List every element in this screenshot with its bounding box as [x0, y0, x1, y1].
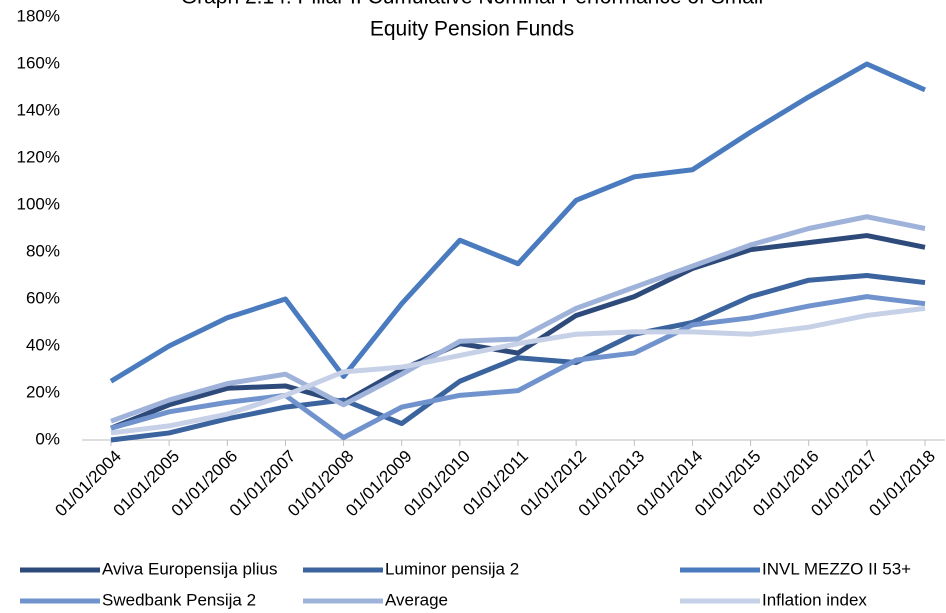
y-tick-label: 100%: [17, 194, 60, 213]
y-tick-label: 140%: [17, 100, 60, 119]
y-tick-label: 0%: [35, 429, 60, 448]
y-tick-label: 120%: [17, 147, 60, 166]
series-line: [110, 294, 926, 441]
y-tick-label: 20%: [26, 382, 60, 401]
legend-label: Luminor pensija 2: [385, 559, 519, 578]
legend-label: INVL MEZZO II 53+: [762, 559, 911, 578]
series-line: [110, 214, 926, 424]
chart-title: Graph 2.14: Pillar II Cumulative Nominal…: [181, 0, 763, 9]
series-line: [110, 233, 926, 431]
y-tick-label: 80%: [26, 241, 60, 260]
y-tick-label: 180%: [17, 6, 60, 25]
y-tick-label: 60%: [26, 288, 60, 307]
series-line: [110, 305, 926, 436]
series-line: [110, 273, 926, 443]
legend-label: Inflation index: [762, 590, 867, 609]
y-tick-label: 160%: [17, 53, 60, 72]
legend-label: Aviva Europensija plius: [102, 559, 277, 578]
y-tick-label: 40%: [26, 335, 60, 354]
legend-label: Average: [385, 590, 448, 609]
chart-title: Equity Pension Funds: [370, 18, 574, 41]
series-line: [109, 61, 927, 384]
legend-label: Swedbank Pensija 2: [102, 590, 256, 609]
